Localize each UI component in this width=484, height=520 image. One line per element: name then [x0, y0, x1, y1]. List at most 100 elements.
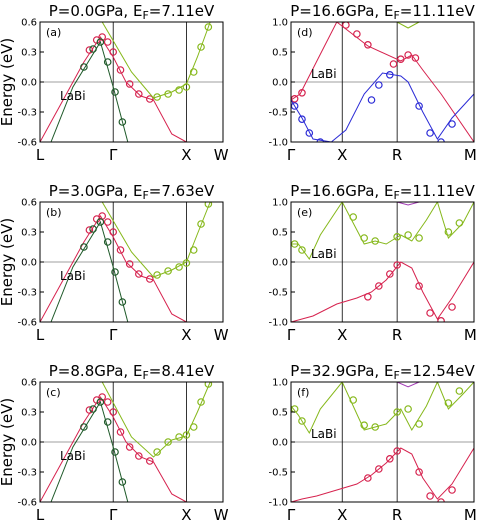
series-group	[40, 382, 213, 502]
y-tick-label: 0.6	[21, 18, 37, 29]
material-label: LaBi	[60, 269, 86, 283]
chart-panel: 1.0 0.5 0.0 -0.5 -1.0Γ X R M P=16.6GPa, EF=11.11…	[268, 2, 476, 164]
band-weight-point	[455, 387, 464, 395]
band-weight-point	[153, 271, 161, 279]
y-tick-label: 0.0	[272, 438, 288, 449]
band-weight-point	[153, 448, 161, 456]
band-weight-point	[389, 60, 398, 68]
y-tick-label: 0.6	[21, 378, 37, 389]
x-tick-label: Γ	[287, 326, 296, 344]
band-weight-point	[109, 228, 118, 236]
band-weight-point	[89, 45, 97, 53]
band-weight-point	[386, 71, 394, 79]
y-tick-label: -0.5	[268, 288, 288, 299]
band-weight-point	[342, 22, 350, 29]
band-weight-point	[393, 233, 401, 241]
band-line	[291, 447, 474, 502]
band-line	[40, 215, 187, 322]
band-weight-point	[404, 51, 412, 59]
y-tick-label: 1.0	[272, 198, 288, 209]
band-weight-point	[182, 83, 191, 91]
x-tick-label: Γ	[109, 326, 118, 344]
band-line	[40, 36, 187, 142]
band-weight-point	[305, 129, 314, 137]
panel-title: P=0.0GPa, EF=7.11eV	[49, 2, 215, 22]
material-label: LaBi	[311, 427, 337, 441]
band-weight-point	[164, 90, 172, 98]
x-tick-label: R	[392, 326, 402, 344]
series-group	[291, 382, 474, 502]
band-weight-point	[444, 399, 453, 407]
y-axis-label: Energy (eV)	[0, 398, 16, 486]
panel-title: P=8.8GPa, EF=8.41eV	[49, 362, 215, 382]
y-tick-label: -0.5	[268, 108, 288, 119]
band-weight-point	[125, 260, 134, 268]
band-line	[101, 22, 211, 99]
x-tick-label: W	[214, 506, 229, 520]
band-weight-point	[164, 438, 172, 446]
x-tick-label: X	[181, 326, 191, 344]
panel-title: P=16.6GPa, EF=11.11eV	[290, 2, 475, 22]
band-weight-point	[103, 398, 112, 406]
band-weight-point	[118, 478, 127, 486]
band-weight-point	[393, 447, 401, 455]
band-weight-point	[103, 418, 112, 426]
band-weight-point	[448, 120, 456, 128]
y-tick-label: 0.3	[21, 228, 37, 239]
material-label: LaBi	[60, 449, 86, 463]
band-weight-point	[316, 138, 325, 142]
panel-label: (c)	[46, 386, 61, 399]
band-weight-point	[415, 102, 423, 110]
band-weight-point	[393, 261, 401, 269]
y-tick-label: 0.0	[21, 78, 37, 89]
band-weight-point	[96, 398, 105, 406]
x-tick-label: W	[214, 146, 229, 164]
x-tick-label: M	[464, 326, 477, 344]
chart-panel: 0.6 0.3 0.0 -0.3 -0.6L Γ X W P=0.0GPa, EF=7.11eV…	[0, 2, 229, 164]
series-group	[291, 22, 474, 142]
band-weight-point	[364, 474, 372, 482]
band-line	[396, 382, 420, 388]
band-weight-point	[116, 66, 125, 74]
band-weight-point	[437, 317, 445, 322]
band-weight-point	[364, 40, 372, 49]
x-tick-label: L	[36, 326, 45, 344]
band-weight-point	[375, 81, 383, 89]
x-tick-label: Γ	[287, 146, 296, 164]
band-weight-point	[404, 231, 412, 239]
band-weight-point	[367, 96, 376, 104]
band-line	[50, 220, 129, 322]
band-weight-point	[111, 88, 119, 96]
band-weight-point	[204, 382, 213, 388]
band-weight-point	[153, 93, 161, 101]
band-line	[291, 261, 474, 322]
x-tick-label: L	[36, 146, 45, 164]
band-weight-point	[103, 238, 112, 246]
panel-title: P=32.9GPa, EF=12.54eV	[290, 362, 475, 382]
y-tick-label: -0.3	[17, 108, 37, 119]
y-tick-label: 1.0	[272, 18, 288, 29]
y-axis-label: Energy (eV)	[0, 218, 16, 306]
band-weight-point	[404, 405, 412, 413]
panel-label: (e)	[297, 206, 312, 219]
band-weight-point	[426, 129, 434, 137]
band-weight-point	[85, 46, 94, 54]
band-weight-point	[175, 433, 183, 441]
y-axis-label: Energy (eV)	[0, 38, 16, 126]
band-weight-point	[411, 54, 420, 62]
band-weight-point	[197, 220, 205, 228]
y-tick-label: -0.3	[17, 288, 37, 299]
band-line	[291, 22, 474, 142]
y-tick-label: -0.5	[268, 468, 288, 479]
band-weight-point	[426, 492, 434, 500]
band-weight-point	[85, 226, 94, 234]
band-weight-point	[146, 457, 154, 465]
band-line	[50, 400, 129, 502]
y-tick-label: -0.3	[17, 468, 37, 479]
band-weight-point	[96, 218, 105, 226]
band-line	[396, 22, 420, 29]
y-tick-label: -0.6	[17, 318, 37, 329]
y-tick-label: -0.6	[17, 138, 37, 149]
band-weight-point	[197, 398, 205, 406]
band-weight-point	[175, 263, 183, 271]
